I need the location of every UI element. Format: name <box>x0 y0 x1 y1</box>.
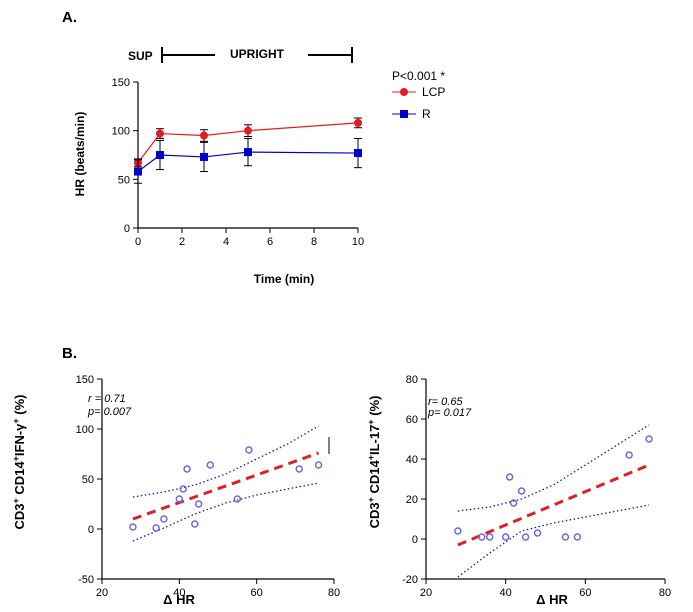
x-tick-label: 10 <box>352 236 364 248</box>
y-tick-label: 100 <box>112 126 130 138</box>
y-tick-label: 50 <box>82 474 94 486</box>
regression-line <box>457 463 650 547</box>
ci-upper-curve <box>132 425 319 498</box>
y-tick-label: 150 <box>76 374 94 386</box>
data-point <box>314 461 323 469</box>
y-tick-label: 50 <box>118 174 130 186</box>
data-point <box>152 524 160 532</box>
stat-p: p= 0.017 <box>427 407 472 419</box>
ifn-scatter-chart: Δ HR CD3+ CD14+IFN-γ+ (%) r = 0.71 p= 0.… <box>11 374 340 607</box>
data-point <box>160 515 168 523</box>
significance-label: P<0.001 * <box>392 69 445 83</box>
data-point <box>561 533 570 541</box>
legend-marker-lcp <box>400 88 408 96</box>
data-point <box>533 529 542 537</box>
data-point-r <box>354 149 362 158</box>
data-point <box>295 465 303 473</box>
data-point-r <box>134 167 142 176</box>
data-point <box>478 533 486 541</box>
y-tick-label: -20 <box>402 574 418 586</box>
x-tick-label: 6 <box>267 236 273 248</box>
x-tick-label: 80 <box>328 587 340 599</box>
ci-lower-curve <box>132 482 319 542</box>
y-tick-label: 0 <box>88 524 94 536</box>
stat-p: p= 0.007 <box>87 406 132 418</box>
data-point <box>625 451 633 459</box>
y-axis-title: CD3+ CD14+IFN-γ+ (%) <box>11 394 27 529</box>
data-point <box>517 487 526 495</box>
data-point <box>645 435 653 443</box>
y-tick-label: 80 <box>406 374 418 386</box>
data-point <box>183 465 191 473</box>
x-axis-title: Δ HR <box>163 592 195 607</box>
ci-upper-curve <box>457 424 650 512</box>
data-point-lcp <box>354 118 362 127</box>
x-tick-label: 80 <box>659 587 671 599</box>
data-point <box>233 495 242 503</box>
x-axis-title: Time (min) <box>254 272 314 286</box>
y-tick-label: 0 <box>412 534 418 546</box>
y-tick-label: -50 <box>78 574 94 586</box>
x-axis-title: Δ HR <box>536 592 568 607</box>
data-point <box>521 533 530 541</box>
data-point <box>129 523 137 531</box>
data-point-lcp <box>156 129 164 138</box>
data-point <box>245 446 253 454</box>
data-point <box>485 533 494 541</box>
data-point-r <box>200 152 208 161</box>
x-tick-label: 8 <box>311 236 317 248</box>
legend-marker-r <box>400 110 408 118</box>
data-point-r <box>156 151 164 159</box>
y-tick-label: 20 <box>406 494 418 506</box>
y-tick-label: 150 <box>112 77 130 89</box>
legend-label-r: R <box>422 107 431 121</box>
panel-label-a: A. <box>62 9 77 26</box>
x-tick-label: 4 <box>223 236 229 248</box>
data-point <box>194 500 203 508</box>
x-tick-label: 0 <box>135 236 141 248</box>
data-point <box>454 527 462 535</box>
data-point <box>179 485 187 493</box>
data-point <box>505 473 514 481</box>
data-point-lcp <box>244 126 252 135</box>
data-point-lcp <box>200 131 208 140</box>
y-tick-label: 60 <box>406 414 418 426</box>
x-tick-label: 20 <box>420 587 432 599</box>
data-point <box>175 495 184 503</box>
data-point <box>501 533 510 541</box>
x-tick-label: 40 <box>500 587 512 599</box>
stat-r: r= 0.65 <box>428 396 463 408</box>
hr-line-chart: SUP UPRIGHT P<0.001 * LCP R Time (min) H… <box>73 47 445 286</box>
phase-upright-label: UPRIGHT <box>230 47 285 61</box>
x-tick-label: 60 <box>579 587 591 599</box>
y-axis-title: CD3+ CD14+IL-17+ (%) <box>366 396 382 529</box>
regression-line <box>132 451 320 521</box>
phase-sup-label: SUP <box>128 49 153 63</box>
data-point <box>509 499 518 507</box>
data-point-r <box>244 148 252 157</box>
legend-label-lcp: LCP <box>422 85 445 99</box>
x-tick-label: 2 <box>179 236 185 248</box>
data-point <box>206 461 215 469</box>
y-axis-title: HR (beats/min) <box>73 112 87 197</box>
y-tick-label: 100 <box>76 424 94 436</box>
il17-scatter-chart: Δ HR CD3+ CD14+IL-17+ (%) r= 0.65 p= 0.0… <box>366 374 671 607</box>
y-tick-label: 0 <box>124 223 130 235</box>
y-tick-label: 40 <box>406 454 418 466</box>
data-point <box>191 520 199 528</box>
data-point <box>573 533 582 541</box>
ci-lower-curve <box>457 504 650 578</box>
x-tick-label: 60 <box>251 587 263 599</box>
stat-r: r = 0.71 <box>88 393 126 405</box>
panel-label-b: B. <box>62 345 77 362</box>
x-tick-label: 40 <box>173 587 185 599</box>
x-tick-label: 20 <box>96 587 108 599</box>
